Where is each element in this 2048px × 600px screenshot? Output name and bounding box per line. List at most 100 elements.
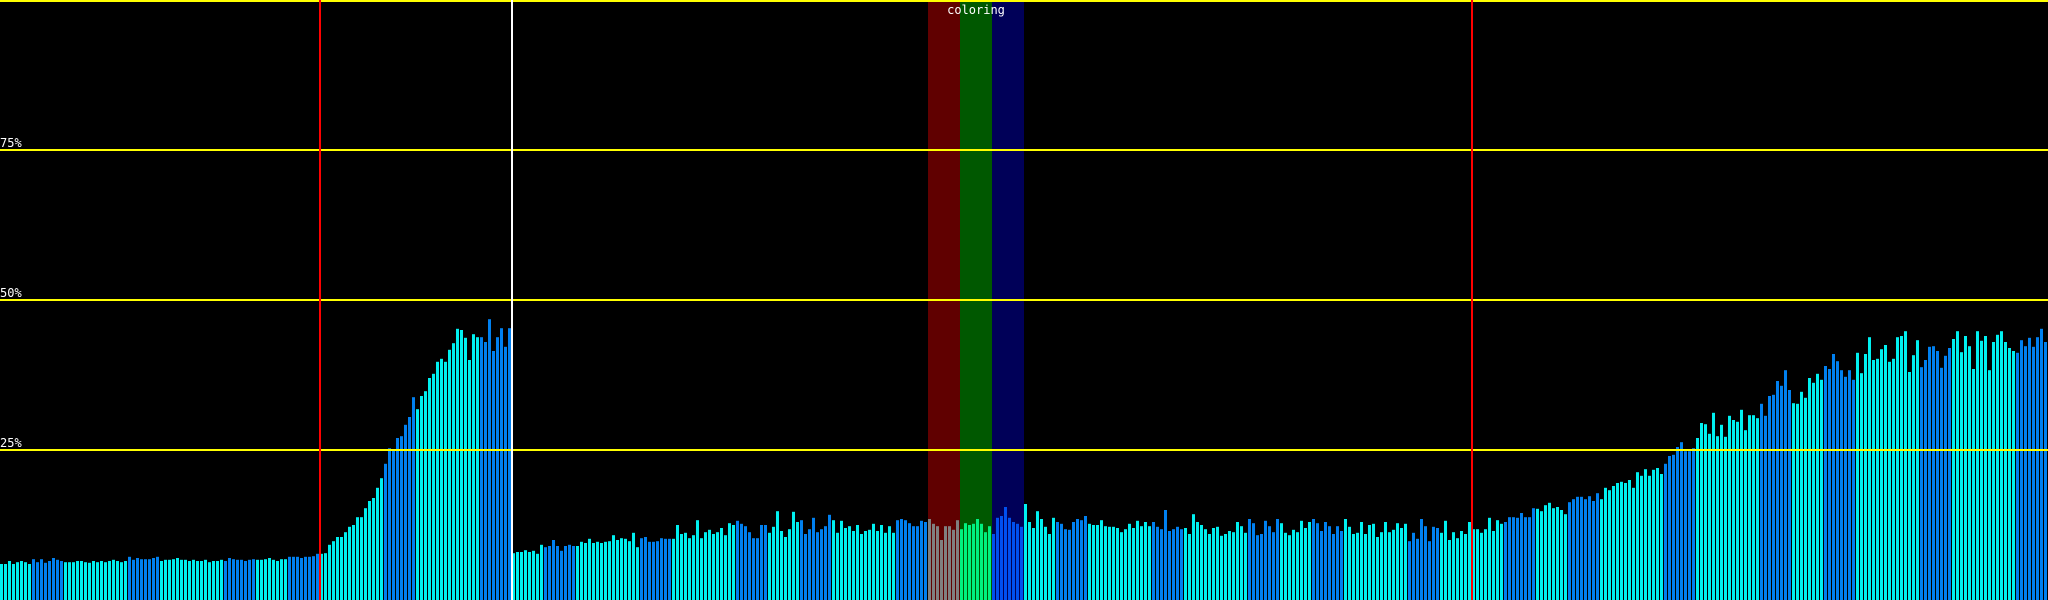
bar (980, 523, 983, 600)
bar (320, 553, 323, 600)
bar (792, 511, 795, 600)
bar (140, 559, 143, 600)
bar (612, 535, 615, 600)
bar (952, 529, 955, 600)
bar (1220, 535, 1223, 600)
bar (100, 561, 103, 600)
bar (184, 559, 187, 600)
bar (52, 558, 55, 600)
bar (8, 561, 11, 600)
bar (244, 561, 247, 600)
bar (40, 559, 43, 600)
bar (760, 525, 763, 600)
bar (572, 546, 575, 600)
bar (1260, 534, 1263, 600)
bar (1368, 525, 1371, 600)
bar (948, 526, 951, 600)
bar (1744, 430, 1747, 600)
bar (632, 532, 635, 600)
bar (1044, 526, 1047, 600)
bar (176, 558, 179, 600)
bar (1592, 501, 1595, 600)
bar (1536, 508, 1539, 600)
bar (936, 526, 939, 600)
bar (1704, 424, 1707, 600)
bar (1424, 526, 1427, 600)
bar (2028, 337, 2031, 600)
bar (808, 529, 811, 600)
bar (984, 532, 987, 600)
bar (12, 564, 15, 600)
bar (1588, 496, 1591, 600)
bar (72, 562, 75, 600)
bar (16, 562, 19, 600)
bar (60, 561, 63, 600)
bar (96, 562, 99, 600)
bar (1092, 525, 1095, 600)
bar (252, 559, 255, 600)
bar (1088, 523, 1091, 600)
bar (20, 561, 23, 600)
bar (900, 519, 903, 600)
bar (1468, 522, 1471, 600)
bar (1780, 385, 1783, 600)
bar (1776, 381, 1779, 600)
bar (776, 511, 779, 600)
bar (1656, 468, 1659, 600)
bar (1100, 520, 1103, 600)
bar (64, 562, 67, 600)
bar (1892, 358, 1895, 600)
bar (1016, 523, 1019, 600)
bar (1860, 373, 1863, 600)
bar (708, 529, 711, 600)
bar (356, 517, 359, 600)
bar (360, 517, 363, 600)
bar (1264, 520, 1267, 600)
bar (1396, 523, 1399, 600)
bar (1084, 516, 1087, 600)
gridlines (0, 0, 2048, 451)
bar (1176, 526, 1179, 600)
bar (1900, 336, 1903, 600)
bar (1048, 534, 1051, 600)
bar (1856, 352, 1859, 600)
bar (664, 538, 667, 600)
bar (1968, 346, 1971, 600)
bar (1840, 370, 1843, 600)
bar (500, 328, 503, 600)
bar (1624, 483, 1627, 600)
bar (1796, 403, 1799, 600)
bar (1844, 376, 1847, 600)
bar (1740, 409, 1743, 600)
bar (1952, 339, 1955, 600)
bar (2024, 346, 2027, 600)
bar (736, 520, 739, 600)
bar (1056, 522, 1059, 600)
bar (1252, 523, 1255, 600)
bar (548, 546, 551, 600)
bar (1500, 523, 1503, 600)
bar (84, 562, 87, 600)
bar (448, 349, 451, 600)
bar (1876, 358, 1879, 600)
bar (844, 528, 847, 600)
bar (312, 556, 315, 600)
bar (328, 544, 331, 600)
bar (1356, 532, 1359, 600)
bar (440, 358, 443, 600)
bar (136, 558, 139, 600)
bar (1692, 448, 1695, 600)
bar (820, 529, 823, 600)
bar (296, 556, 299, 600)
bar (1152, 522, 1155, 600)
bar (976, 519, 979, 600)
bar (580, 541, 583, 600)
bar (848, 526, 851, 600)
bar (324, 553, 327, 600)
bar (156, 556, 159, 600)
bar (1904, 331, 1907, 600)
bar (1480, 532, 1483, 600)
bar (248, 559, 251, 600)
bar (348, 526, 351, 600)
